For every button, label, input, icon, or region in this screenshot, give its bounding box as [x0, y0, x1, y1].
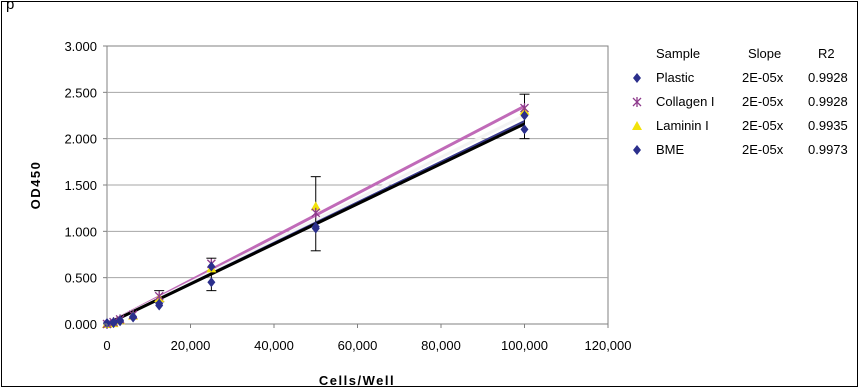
- legend-name: BME: [656, 142, 685, 157]
- legend-slope: 2E-05x: [742, 118, 784, 133]
- legend-diamond-marker-icon: [630, 70, 644, 89]
- legend-slope: 2E-05x: [742, 94, 784, 109]
- y-tick-label: 3.000: [64, 39, 97, 54]
- figure-label: p: [6, 1, 15, 13]
- legend-r2: 0.9935: [808, 118, 848, 133]
- legend-r2: 0.9928: [808, 94, 848, 109]
- y-tick-label: 1.500: [64, 178, 97, 193]
- x-tick-label: 60,000: [338, 338, 378, 353]
- y-axis-ticks: 0.000 0.500 1.000 1.500 2.000 2.500 3.000: [64, 39, 107, 332]
- y-tick-label: 1.000: [64, 224, 97, 239]
- x-tick-label: 100,000: [501, 338, 548, 353]
- legend-header-sample: Sample: [656, 46, 701, 61]
- data-point: [129, 311, 138, 322]
- data-point: [311, 221, 320, 232]
- legend-header-slope: Slope: [748, 46, 782, 61]
- x-tick-label: 20,000: [171, 338, 211, 353]
- legend-name: Plastic: [656, 70, 695, 85]
- y-axis-label: OD450: [28, 161, 43, 210]
- x-axis-ticks: 0 20,000 40,000 60,000 80,000 100,000 120,000: [103, 324, 632, 353]
- legend-r2: 0.9928: [808, 70, 848, 85]
- data-point: [109, 318, 118, 329]
- data-point: [207, 261, 216, 272]
- x-tick-label: 40,000: [254, 338, 294, 353]
- data-point: [311, 207, 321, 218]
- y-tick-label: 0.000: [64, 317, 97, 332]
- x-axis-label: Cells/Well: [319, 373, 395, 387]
- legend-slope: 2E-05x: [742, 142, 784, 157]
- legend-asterisk-marker-icon: [630, 94, 644, 113]
- y-tick-label: 0.500: [64, 271, 97, 286]
- legend-slope: 2E-05x: [742, 70, 784, 85]
- data-point: [310, 201, 321, 211]
- data-point: [520, 110, 529, 121]
- x-tick-label: 0: [103, 338, 110, 353]
- legend-name: Collagen I: [656, 94, 715, 109]
- y-tick-label: 2.000: [64, 132, 97, 147]
- legend-triangle-marker-icon: [630, 118, 644, 137]
- legend-diamond-marker-icon: [630, 142, 644, 161]
- legend-name: Laminin I: [656, 118, 709, 133]
- data-point: [103, 318, 111, 329]
- legend-header-r2: R2: [818, 46, 835, 61]
- x-tick-label: 120,000: [585, 338, 632, 353]
- data-point: [116, 316, 125, 327]
- data-point: [520, 124, 529, 135]
- data-point: [207, 277, 216, 288]
- data-markers: [102, 103, 530, 329]
- legend-r2: 0.9973: [808, 142, 848, 157]
- x-tick-label: 80,000: [421, 338, 461, 353]
- data-point: [155, 298, 164, 309]
- y-tick-label: 2.500: [64, 85, 97, 100]
